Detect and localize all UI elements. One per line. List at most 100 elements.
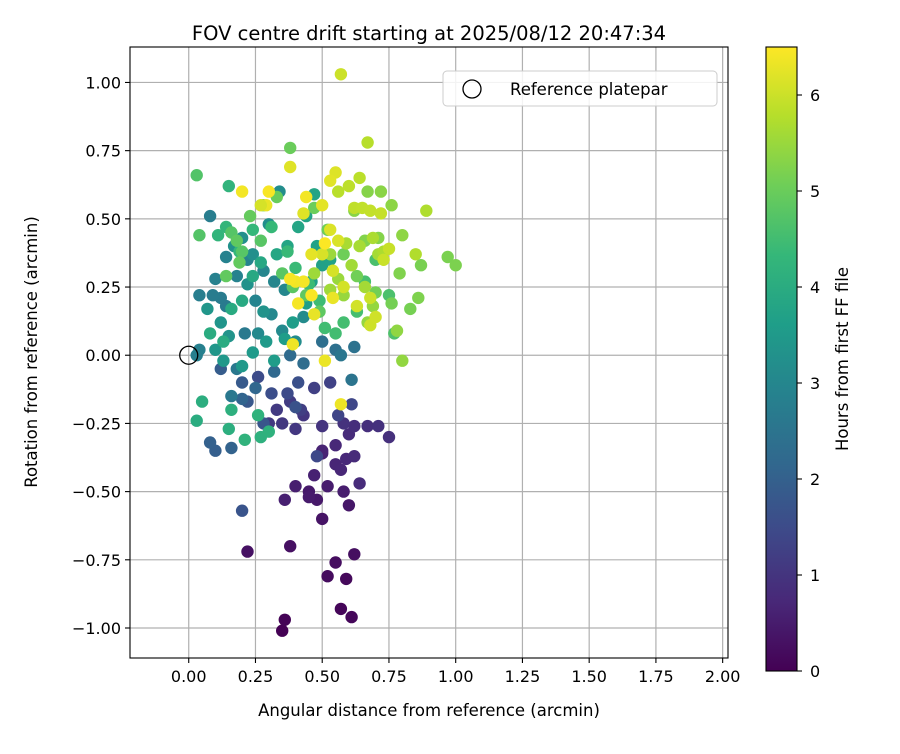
y-tick-label: −0.25 — [72, 414, 121, 433]
data-point — [222, 179, 235, 193]
x-tick-label: 1.75 — [638, 667, 674, 686]
data-point — [308, 469, 321, 482]
colorbar-label: Hours from first FF file — [833, 267, 852, 451]
data-point — [334, 602, 348, 616]
data-point — [262, 185, 275, 198]
data-point — [332, 185, 345, 198]
data-point — [326, 291, 340, 305]
data-point — [276, 417, 289, 430]
data-point — [396, 354, 409, 367]
data-point — [302, 490, 316, 504]
data-point — [329, 327, 342, 340]
data-point — [334, 68, 348, 81]
data-point — [286, 338, 299, 351]
data-point — [230, 234, 243, 247]
data-point — [292, 376, 305, 389]
data-point — [374, 185, 388, 198]
data-point — [404, 302, 417, 316]
data-point — [281, 387, 294, 400]
data-point — [195, 395, 209, 408]
data-point — [369, 310, 382, 324]
data-point — [235, 359, 249, 373]
y-axis-label: Rotation from reference (arcmin) — [22, 216, 41, 488]
colorbar-tick-label: 3 — [810, 374, 820, 393]
data-point — [441, 250, 454, 264]
data-point — [214, 316, 227, 329]
data-point — [310, 450, 324, 463]
y-tick-label: −0.75 — [72, 551, 121, 570]
colorbar-gradient — [765, 46, 798, 672]
x-tick-label: 0.75 — [371, 667, 407, 686]
data-point — [254, 199, 267, 212]
data-point — [251, 370, 265, 384]
data-point — [358, 280, 372, 294]
data-point — [377, 253, 390, 266]
data-point — [209, 343, 222, 356]
data-point — [238, 433, 251, 446]
x-tick-label: 1.50 — [571, 667, 607, 686]
data-point — [222, 422, 235, 436]
data-point — [243, 209, 257, 223]
colorbar-tick-label: 5 — [810, 182, 820, 201]
data-point — [353, 477, 366, 490]
y-tick-label: 0.50 — [85, 210, 121, 229]
data-point — [268, 354, 281, 367]
data-point — [382, 242, 396, 255]
data-point — [238, 327, 251, 340]
y-axis-ticks: 1.00 0.75 0.50 0.25 0.00 −0.25 −0.50 −0.75 −1.00 — [72, 73, 130, 638]
data-point — [316, 248, 329, 261]
data-point — [332, 409, 345, 422]
data-point — [289, 480, 302, 493]
data-point — [217, 354, 230, 367]
data-point — [334, 398, 348, 411]
data-point — [412, 291, 425, 305]
legend-marker-icon — [462, 79, 482, 99]
data-point — [201, 302, 214, 316]
data-point — [345, 259, 358, 272]
data-point — [337, 316, 350, 329]
data-point — [332, 234, 345, 247]
data-point — [374, 207, 388, 220]
data-point — [225, 389, 238, 403]
data-point — [382, 430, 396, 444]
data-point — [284, 540, 297, 553]
data-point — [361, 419, 374, 433]
data-point — [193, 289, 206, 302]
data-point — [385, 297, 398, 310]
data-point — [348, 450, 361, 463]
data-point — [364, 204, 377, 217]
data-point — [235, 185, 249, 198]
data-point — [324, 223, 337, 236]
data-point — [348, 419, 361, 433]
data-point — [246, 223, 259, 236]
data-point — [348, 340, 361, 354]
data-point — [278, 493, 291, 506]
data-point — [193, 343, 206, 356]
y-tick-label: 0.00 — [85, 346, 121, 365]
data-point — [318, 237, 332, 250]
data-point — [246, 269, 259, 283]
data-points — [190, 68, 462, 637]
data-point — [268, 275, 281, 288]
data-point — [246, 346, 259, 359]
data-point — [225, 302, 238, 316]
data-point — [278, 613, 291, 626]
data-point — [262, 425, 275, 438]
data-point — [297, 275, 310, 288]
reference-marker — [179, 345, 199, 365]
data-point — [316, 335, 329, 348]
reference-layer — [179, 345, 199, 365]
data-point — [390, 324, 404, 337]
data-point — [203, 209, 217, 223]
data-point — [350, 299, 364, 313]
x-tick-label: 0.50 — [304, 667, 340, 686]
data-point — [254, 234, 267, 247]
data-point — [249, 294, 262, 307]
data-point — [209, 272, 222, 286]
data-point — [414, 259, 428, 272]
data-point — [292, 297, 305, 310]
data-point — [281, 245, 294, 258]
data-point — [340, 572, 353, 586]
data-point — [305, 248, 318, 261]
